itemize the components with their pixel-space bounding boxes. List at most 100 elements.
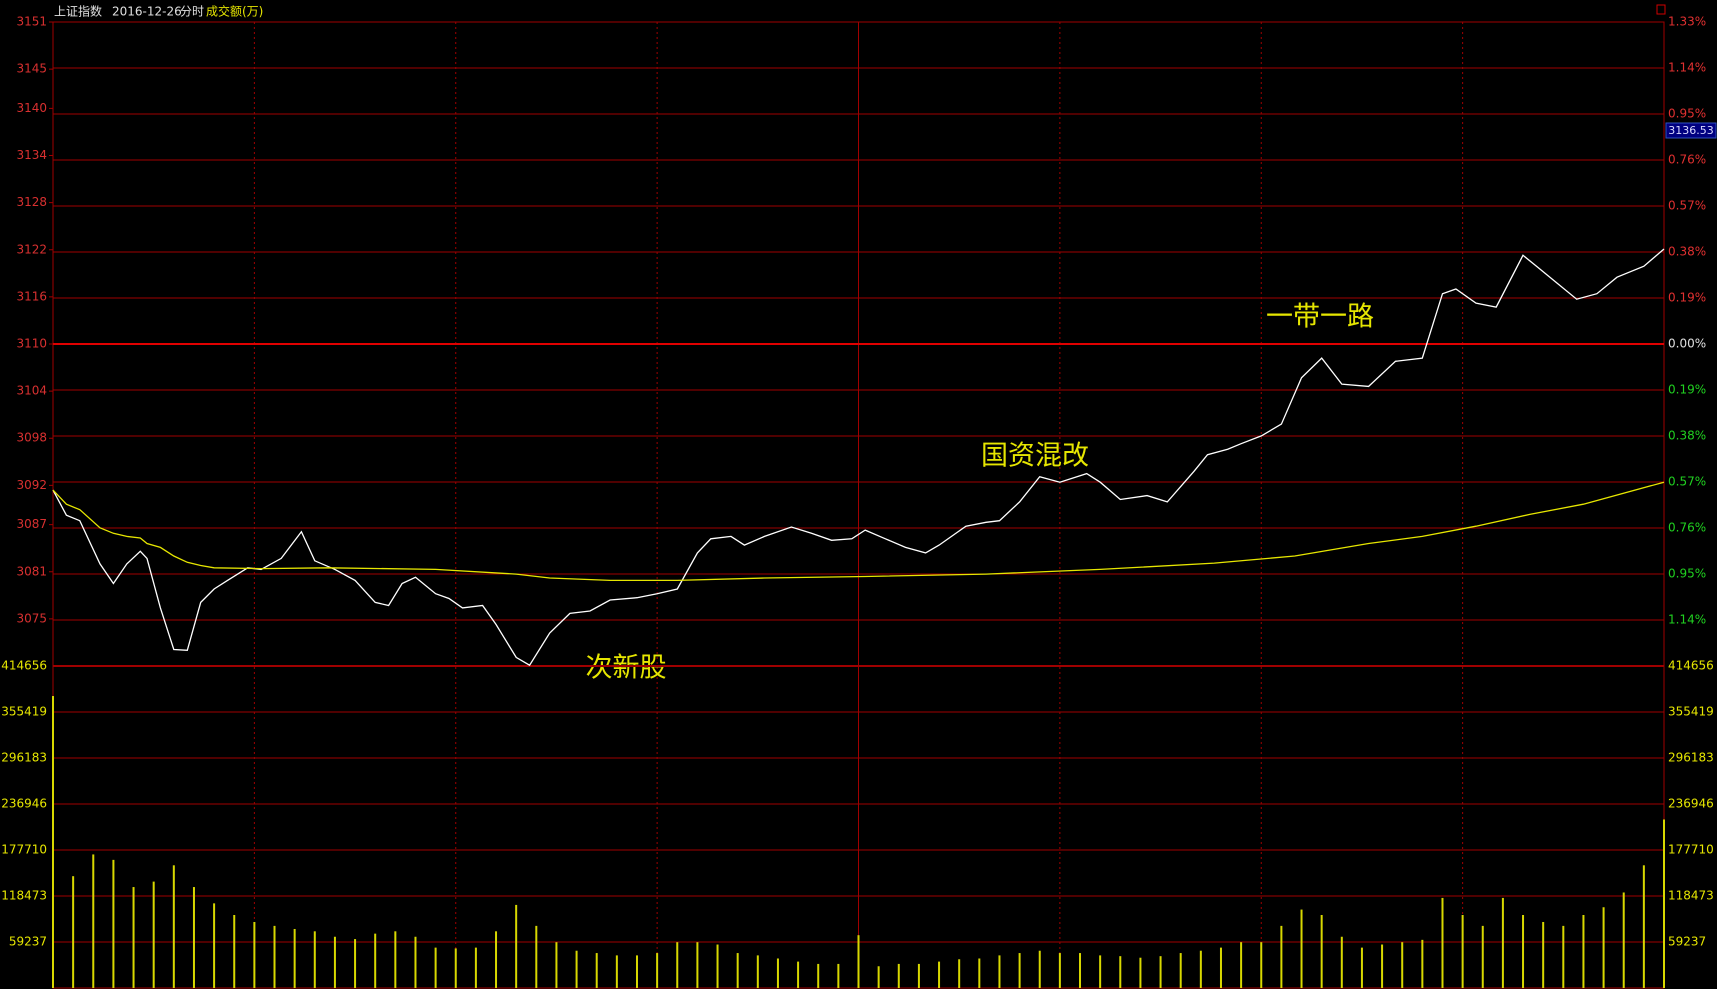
index-name: 上证指数 bbox=[54, 4, 102, 19]
volume-bar bbox=[1018, 953, 1021, 988]
y-tick-label: 3098 bbox=[16, 431, 47, 445]
volume-bar bbox=[917, 963, 920, 988]
volume-bar bbox=[1642, 865, 1645, 988]
volume-bar bbox=[313, 931, 316, 988]
volume-bar bbox=[1219, 947, 1222, 988]
volume-bar bbox=[354, 939, 357, 988]
volume-bar bbox=[1058, 953, 1061, 988]
current-value-box bbox=[1665, 122, 1717, 139]
volume-bar bbox=[1441, 897, 1444, 988]
volume-label: 成交额(万) bbox=[206, 4, 263, 19]
volume-bar bbox=[213, 903, 216, 988]
y-tick-label: 3092 bbox=[16, 478, 47, 492]
volume-bar bbox=[817, 963, 820, 988]
y-tick-label: 177710 bbox=[1, 842, 47, 856]
volume-bar bbox=[1481, 925, 1484, 988]
y-tick-label: 3075 bbox=[16, 611, 47, 625]
volume-bar bbox=[434, 947, 437, 988]
volume-bar bbox=[152, 881, 155, 988]
y2-tick-label: 0.38% bbox=[1668, 429, 1706, 443]
volume-bar bbox=[897, 963, 900, 988]
volume-bar bbox=[253, 921, 256, 988]
y2-tick-label: 0.19% bbox=[1668, 383, 1706, 397]
y2-tick-label: 0.95% bbox=[1668, 107, 1706, 121]
volume-bar bbox=[837, 963, 840, 988]
y-tick-label: 3110 bbox=[16, 337, 47, 351]
y2-tick-label: 0.19% bbox=[1668, 291, 1706, 305]
volume-bar bbox=[1199, 950, 1202, 988]
volume-bar bbox=[1159, 956, 1162, 988]
volume-bar bbox=[1360, 947, 1363, 988]
volume-bar bbox=[112, 859, 115, 988]
volume-bar bbox=[877, 966, 880, 988]
y2-tick-label: 0.00% bbox=[1668, 337, 1706, 351]
volume-bar bbox=[696, 942, 699, 988]
y-tick-label-right: 118473 bbox=[1668, 889, 1714, 903]
volume-bar bbox=[938, 961, 941, 988]
y2-tick-label: 1.33% bbox=[1668, 15, 1706, 29]
y-tick-label: 3134 bbox=[16, 148, 47, 162]
average-line bbox=[52, 481, 1665, 582]
volume-bar bbox=[474, 947, 477, 988]
volume-bar bbox=[615, 955, 618, 988]
y-tick-label-right: 355419 bbox=[1668, 705, 1714, 719]
volume-bar bbox=[132, 887, 135, 988]
y-tick-label: 3145 bbox=[16, 62, 47, 76]
y-tick-label-right: 296183 bbox=[1668, 750, 1714, 764]
volume-bar bbox=[1381, 944, 1384, 988]
volume-bar bbox=[535, 925, 538, 988]
volume-bar bbox=[756, 955, 759, 988]
y-tick-label: 3151 bbox=[16, 15, 47, 29]
volume-bar bbox=[52, 696, 54, 988]
annotation: 次新股 bbox=[586, 653, 667, 684]
volume-bar bbox=[1522, 915, 1525, 988]
volume-bar bbox=[1582, 915, 1585, 988]
y2-tick-label: 0.76% bbox=[1668, 153, 1706, 167]
volume-bar bbox=[495, 931, 498, 988]
y-tick-label: 414656 bbox=[1, 659, 47, 673]
volume-bar bbox=[857, 935, 860, 988]
date: 2016-12-26 bbox=[112, 5, 182, 19]
volume-bar bbox=[1562, 925, 1565, 988]
volume-bar bbox=[273, 925, 276, 988]
volume-bar bbox=[92, 854, 95, 988]
volume-bar bbox=[676, 942, 679, 988]
y-tick-label: 355419 bbox=[1, 705, 47, 719]
volume-bar bbox=[1179, 953, 1182, 988]
y-tick-label: 3081 bbox=[16, 564, 47, 578]
volume-bar bbox=[1663, 819, 1665, 988]
volume-bar bbox=[1280, 925, 1283, 988]
volume-bar bbox=[1401, 942, 1404, 988]
y2-tick-label: 0.38% bbox=[1668, 245, 1706, 259]
volume-bar bbox=[1501, 897, 1504, 988]
volume-bar bbox=[172, 865, 175, 988]
volume-bar bbox=[233, 915, 236, 988]
volume-bar bbox=[454, 948, 457, 988]
volume-bar bbox=[72, 876, 75, 988]
y2-tick-label: 0.57% bbox=[1668, 199, 1706, 213]
y-tick-label: 236946 bbox=[1, 797, 47, 811]
window-button[interactable] bbox=[1656, 4, 1666, 15]
y-tick-label: 296183 bbox=[1, 750, 47, 764]
annotation: 国资混改 bbox=[981, 441, 1089, 472]
volume-bar bbox=[374, 933, 377, 988]
volume-bar bbox=[595, 953, 598, 988]
volume-bar bbox=[555, 942, 558, 988]
volume-bar bbox=[998, 955, 1001, 988]
y-tick-label-right: 59237 bbox=[1668, 934, 1706, 948]
volume-bar bbox=[958, 959, 961, 988]
y2-tick-label: 0.95% bbox=[1668, 567, 1706, 581]
y-tick-label: 3116 bbox=[16, 289, 47, 303]
y2-tick-label: 0.57% bbox=[1668, 475, 1706, 489]
mode: 分时 bbox=[180, 5, 204, 19]
y-tick-label: 3140 bbox=[16, 101, 47, 115]
annotation: 一带一路 bbox=[1266, 302, 1374, 333]
y-tick-label: 59237 bbox=[9, 934, 47, 948]
volume-bar bbox=[1139, 957, 1142, 988]
volume-bar bbox=[1119, 956, 1122, 988]
y-tick-label: 118473 bbox=[1, 889, 47, 903]
y-tick-label: 3128 bbox=[16, 195, 47, 209]
y-tick-label-right: 414656 bbox=[1668, 659, 1714, 673]
volume-bar bbox=[1300, 909, 1303, 988]
volume-bar bbox=[1240, 942, 1243, 988]
